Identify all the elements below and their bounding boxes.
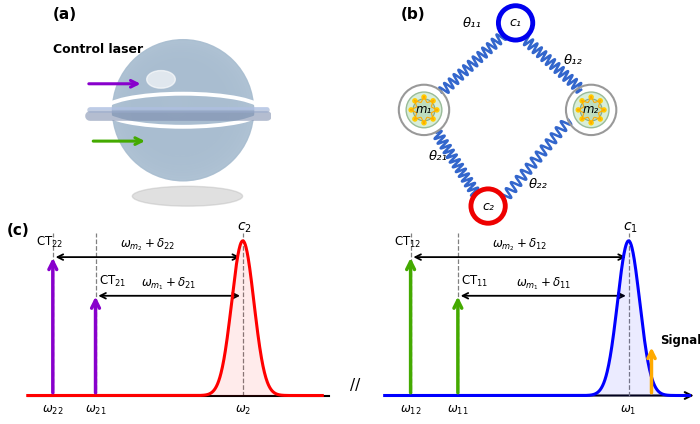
Circle shape [573,92,609,128]
Circle shape [575,107,581,113]
Text: (b): (b) [401,7,426,22]
Circle shape [413,99,435,121]
Circle shape [412,116,418,122]
Circle shape [129,56,232,159]
Circle shape [598,98,603,103]
Circle shape [589,94,594,100]
Text: c₁: c₁ [510,17,522,29]
Text: θ₂₁: θ₂₁ [428,150,447,163]
Circle shape [152,79,203,131]
Circle shape [421,94,427,100]
Circle shape [412,98,418,103]
Text: $\omega_{22}$: $\omega_{22}$ [42,404,64,417]
Circle shape [580,99,602,121]
Text: m₁: m₁ [416,103,432,117]
Text: CT$_{12}$: CT$_{12}$ [394,235,421,250]
Circle shape [135,62,225,152]
Circle shape [113,40,253,181]
Text: Signal: Signal [660,334,700,347]
Text: $c_2$: $c_2$ [237,220,251,235]
Circle shape [598,116,603,122]
Text: $\omega_{m_2} + \delta_{12}$: $\omega_{m_2} + \delta_{12}$ [492,237,547,253]
Text: c₂: c₂ [482,200,494,212]
Circle shape [408,107,414,113]
Text: $\omega_{m_1} + \delta_{21}$: $\omega_{m_1} + \delta_{21}$ [141,275,197,292]
Circle shape [434,107,440,113]
Circle shape [601,107,607,113]
Text: CT$_{11}$: CT$_{11}$ [461,274,489,289]
Circle shape [133,60,227,154]
Circle shape [150,77,206,133]
Circle shape [120,48,243,170]
Circle shape [113,40,253,181]
Text: θ₁₂: θ₁₂ [564,54,582,67]
Circle shape [406,92,442,128]
Text: $\omega_{21}$: $\omega_{21}$ [85,404,106,417]
Circle shape [166,93,185,112]
Ellipse shape [147,70,175,88]
Circle shape [137,64,222,149]
Circle shape [589,120,594,126]
Circle shape [164,91,188,114]
Circle shape [154,81,201,128]
Text: $\omega_2$: $\omega_2$ [234,404,251,417]
Text: CT$_{22}$: CT$_{22}$ [36,235,64,250]
Text: (c): (c) [7,223,29,237]
Text: (a): (a) [53,7,77,22]
Text: $\omega_{m_2} + \delta_{22}$: $\omega_{m_2} + \delta_{22}$ [120,237,176,253]
Text: m₂: m₂ [583,103,599,117]
Circle shape [144,70,214,141]
Circle shape [125,52,238,165]
Circle shape [580,116,584,122]
Circle shape [168,95,182,109]
Circle shape [155,83,198,125]
Text: $\omega_{12}$: $\omega_{12}$ [400,404,421,417]
Text: $c_1$: $c_1$ [622,220,638,235]
Circle shape [117,44,248,176]
Circle shape [170,97,179,107]
Circle shape [172,99,177,104]
Circle shape [146,73,211,139]
Text: θ₂₂: θ₂₂ [529,178,548,191]
Circle shape [127,54,235,162]
Circle shape [430,116,436,122]
Circle shape [115,42,251,178]
Circle shape [158,85,195,123]
Text: $\omega_{m_1} + \delta_{11}$: $\omega_{m_1} + \delta_{11}$ [515,275,571,292]
Circle shape [131,58,230,157]
Circle shape [148,75,209,136]
Text: $\omega_{11}$: $\omega_{11}$ [447,404,468,417]
Circle shape [421,120,427,126]
Text: Control laser: Control laser [53,43,143,56]
Text: //: // [350,379,360,393]
Text: CT$_{21}$: CT$_{21}$ [99,274,126,289]
Text: $\omega_1$: $\omega_1$ [620,404,637,417]
Circle shape [141,69,216,144]
Circle shape [430,98,436,103]
Circle shape [160,87,192,120]
Circle shape [162,89,190,117]
Circle shape [122,50,240,167]
Circle shape [139,67,219,146]
Ellipse shape [132,186,243,206]
Circle shape [580,98,584,103]
Circle shape [119,46,246,173]
Text: θ₁₁: θ₁₁ [463,17,482,31]
